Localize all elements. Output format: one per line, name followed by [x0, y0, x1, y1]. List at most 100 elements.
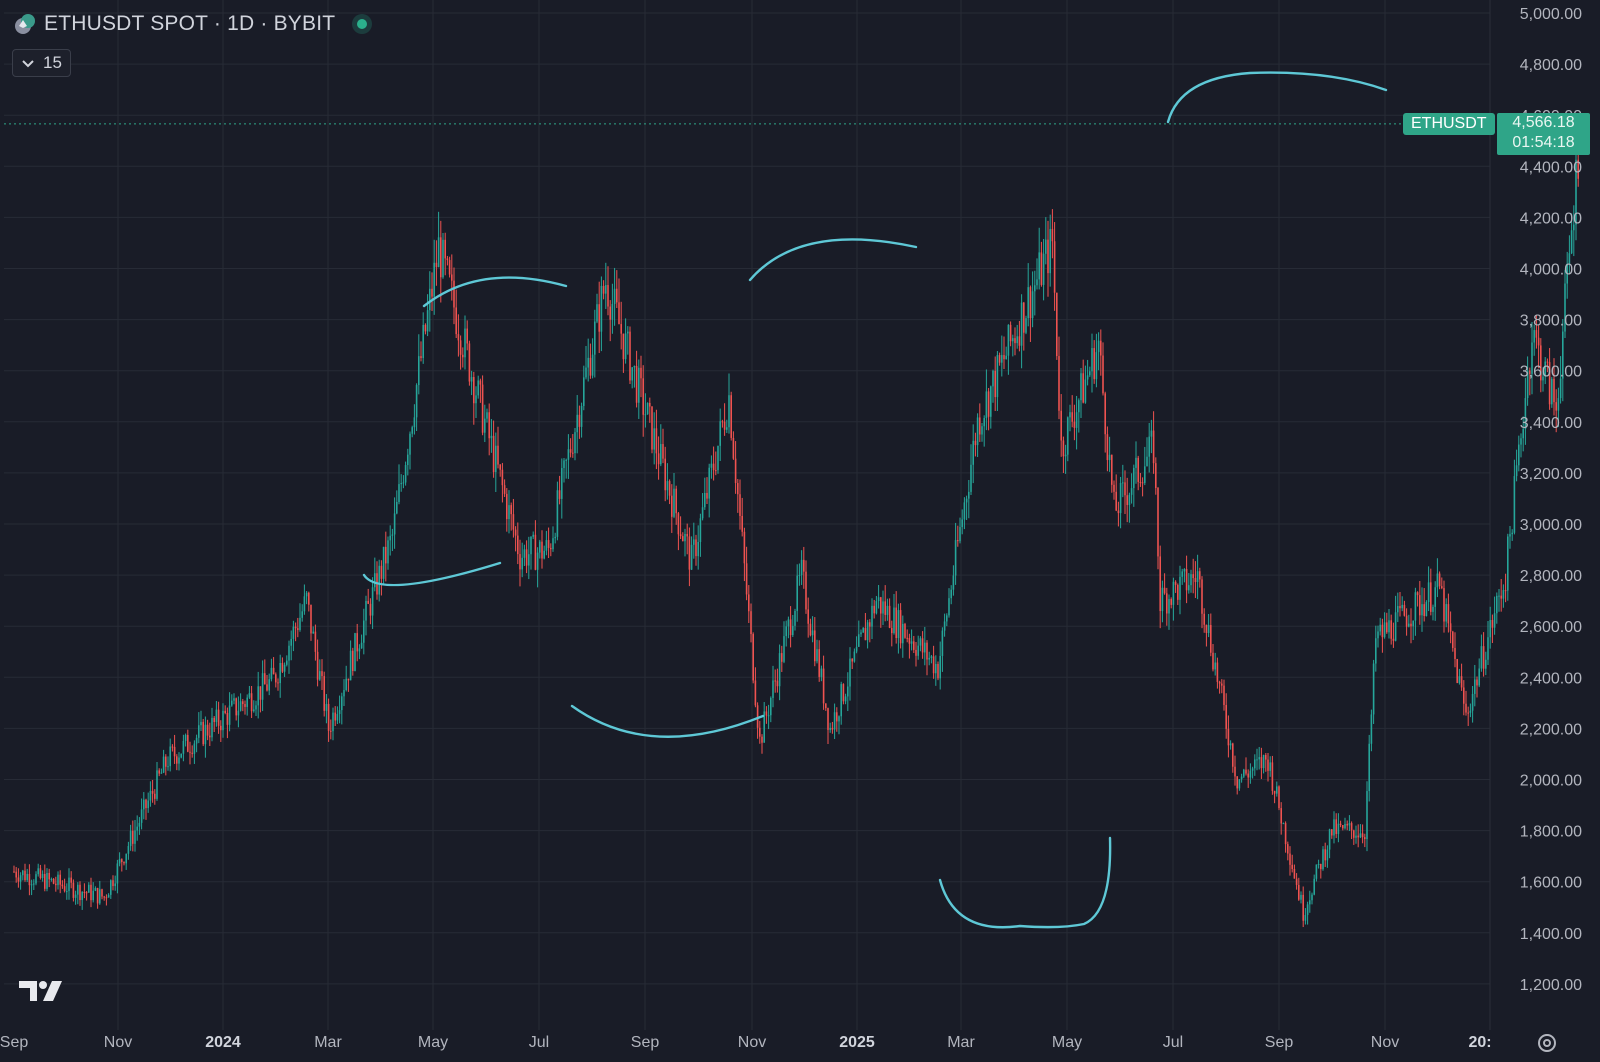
candle-body	[695, 539, 697, 557]
candle-body	[609, 306, 611, 320]
candle-body	[1482, 646, 1485, 669]
candle-body	[246, 697, 248, 707]
candle-body	[1005, 355, 1007, 360]
candle-body	[1366, 791, 1368, 840]
candle-body	[338, 710, 341, 715]
settings-gear-icon[interactable]	[1535, 1031, 1559, 1055]
candle-body	[939, 655, 941, 679]
candle-body	[1518, 444, 1520, 466]
candle-body	[1271, 762, 1274, 791]
candle-body	[961, 519, 963, 528]
candle-body	[1353, 830, 1355, 838]
candle-body	[440, 237, 442, 278]
candle-body	[1289, 853, 1291, 865]
candle-body	[46, 872, 48, 889]
candle-body	[114, 883, 116, 887]
price-tick-label: 4,200.00	[1520, 210, 1582, 227]
candle-body	[1304, 914, 1307, 921]
candle-body	[1533, 330, 1535, 343]
candle-body	[1397, 606, 1399, 613]
candle-body	[492, 435, 495, 473]
candle-body	[1564, 283, 1566, 332]
candle-body	[1097, 340, 1100, 353]
candle-body	[697, 542, 699, 557]
candle-body	[827, 708, 829, 730]
candle-body	[985, 391, 988, 419]
candle-body	[583, 377, 585, 406]
candle-body	[930, 656, 933, 658]
candle-body	[409, 433, 411, 455]
market-status-dot	[357, 19, 368, 29]
candle-body	[488, 412, 490, 439]
time-tick-label: 2025	[839, 1034, 875, 1051]
candle-body	[96, 887, 99, 904]
candle-body	[1449, 623, 1452, 632]
candle-body	[649, 402, 651, 407]
candle-body	[543, 550, 545, 559]
tradingview-logo-icon[interactable]	[19, 979, 63, 1008]
candle-body	[1381, 624, 1384, 638]
candle-body	[684, 534, 686, 542]
candle-body	[941, 630, 944, 656]
candle-body	[1469, 710, 1472, 713]
candle-body	[963, 502, 966, 520]
candle-body	[1377, 631, 1379, 639]
candle-body	[255, 705, 257, 710]
candle-body	[191, 752, 193, 754]
candle-body	[387, 540, 389, 564]
candle-body	[1368, 743, 1370, 792]
candle-body	[919, 638, 922, 646]
price-scale[interactable]: 5,000.004,800.004,600.004,400.004,200.00…	[1520, 6, 1582, 994]
candle-body	[1520, 438, 1522, 445]
candle-body	[983, 418, 985, 427]
candle-body	[94, 887, 97, 891]
candle-body	[272, 667, 275, 675]
candle-body	[420, 356, 422, 358]
candle-body	[1007, 324, 1010, 356]
candle-body	[926, 642, 928, 660]
symbol-legend[interactable]: ETHUSDT SPOT · 1D · BYBIT	[14, 12, 368, 36]
arc-top-3	[1166, 71, 1388, 124]
candle-body	[1150, 430, 1153, 437]
candle-body	[250, 693, 253, 712]
candle-body	[545, 540, 548, 551]
trendline-drawings[interactable]	[362, 71, 1388, 929]
indicators-toggle-button[interactable]: 15	[12, 49, 71, 77]
candle-body	[633, 365, 636, 368]
candle-body	[132, 830, 134, 844]
candle-body	[1471, 693, 1474, 711]
candle-body	[13, 871, 15, 873]
candle-body	[1069, 412, 1071, 418]
candle-body	[448, 260, 451, 275]
candle-body	[235, 698, 237, 716]
candle-body	[1498, 595, 1500, 597]
candle-body	[290, 638, 292, 646]
candle-body	[1388, 620, 1390, 633]
candle-body	[1188, 585, 1190, 591]
candle-body	[1168, 599, 1170, 614]
candle-body	[704, 492, 706, 508]
candle-body	[305, 592, 308, 597]
candle-body	[1148, 436, 1150, 457]
candle-body	[1073, 421, 1076, 428]
candle-body	[39, 868, 42, 878]
candle-body	[741, 515, 743, 532]
candle-body	[209, 735, 211, 738]
candle-body	[572, 452, 574, 454]
candle-body	[160, 772, 163, 774]
candle-body	[57, 874, 59, 886]
candle-body	[675, 488, 677, 514]
candle-body	[1493, 613, 1496, 628]
candle-body	[1089, 371, 1091, 376]
candle-body	[1161, 587, 1164, 612]
candle-body	[1485, 659, 1487, 669]
symbol-title[interactable]: ETHUSDT SPOT · 1D · BYBIT	[44, 12, 336, 35]
candle-body	[1170, 599, 1172, 605]
candle-body	[708, 467, 710, 499]
candle-body	[1557, 398, 1560, 411]
candle-body	[743, 531, 746, 564]
candle-body	[374, 573, 376, 588]
time-scale[interactable]: Sep Nov 2024 Mar May Jul Sep Nov 2025 Mar May Jul Se…	[0, 1034, 1492, 1051]
candle-body	[435, 262, 438, 268]
